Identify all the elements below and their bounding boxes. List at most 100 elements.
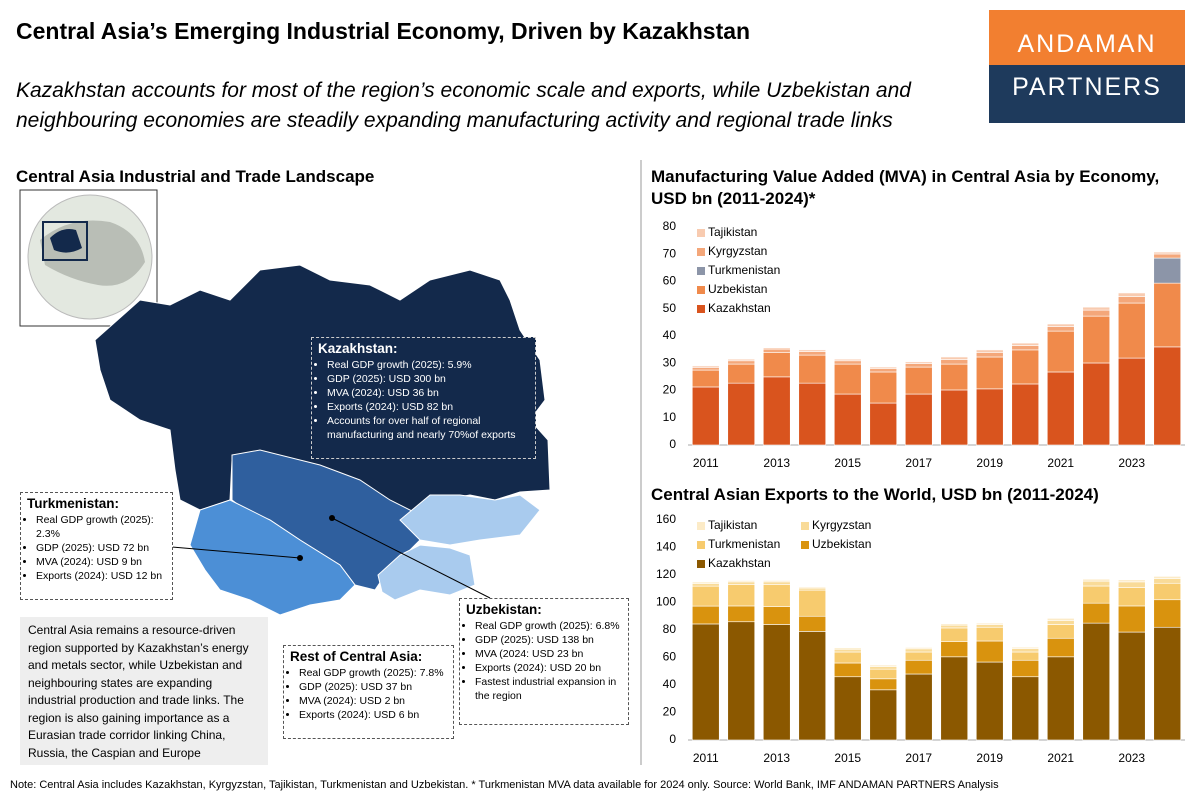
bar-segment: [833, 360, 862, 365]
x-tick-label: 2011: [693, 751, 719, 765]
bar-segment: [1117, 302, 1146, 359]
callout-item: Exports (2024): USD 82 bn: [327, 400, 529, 414]
bar-segment: [869, 678, 898, 691]
x-tick-label: 2015: [834, 751, 861, 765]
bar-segment: [1117, 357, 1146, 446]
y-tick-label: 20: [663, 383, 677, 397]
footnote: Note: Central Asia includes Kazakhstan, …: [10, 779, 999, 791]
bar-segment: [1046, 624, 1075, 639]
bar-segment: [691, 367, 720, 371]
callout-title: Kazakhstan:: [318, 341, 398, 356]
legend-label: Turkmenistan: [708, 263, 780, 277]
y-tick-label: 20: [663, 705, 677, 719]
legend-swatch: [697, 560, 705, 568]
bar-segment: [975, 626, 1004, 642]
bar-segment: [691, 605, 720, 625]
y-tick-label: 160: [656, 512, 676, 526]
bar-segment: [1082, 309, 1111, 317]
bar-segment: [869, 368, 898, 373]
note-box: Central Asia remains a resource-driven r…: [20, 617, 268, 765]
callout: Kazakhstan: Real GDP growth (2025): 5.9%G…: [311, 337, 536, 459]
bar-segment: [798, 349, 827, 352]
legend-label: Kazakhstan: [708, 556, 771, 570]
x-tick-label: 2021: [1047, 751, 1074, 765]
x-tick-label: 2013: [763, 751, 790, 765]
bar-segment: [691, 581, 720, 584]
bar-segment: [1117, 292, 1146, 297]
bar-segment: [1011, 345, 1040, 351]
bar-segment: [1082, 622, 1111, 741]
bar-segment: [833, 393, 862, 446]
callout-title: Rest of Central Asia:: [290, 649, 423, 664]
legend-label: Uzbekistan: [812, 537, 871, 551]
map-turkmenistan: [189, 499, 356, 616]
bar-segment: [1082, 315, 1111, 364]
callout-item: Exports (2024): USD 20 bn: [475, 661, 622, 675]
bar-segment: [1153, 582, 1182, 601]
bar-segment: [833, 647, 862, 650]
callout-item: Real GDP growth (2025): 2.3%: [36, 513, 166, 541]
legend-swatch: [801, 522, 809, 530]
callout-list: Real GDP growth (2025): 7.8%GDP (2025): …: [290, 666, 447, 722]
bar-segment: [798, 631, 827, 741]
bar-segment: [1011, 648, 1040, 653]
x-tick-label: 2017: [905, 751, 932, 765]
bar-segment: [869, 668, 898, 680]
legend-swatch: [697, 267, 705, 275]
y-tick-label: 30: [663, 355, 677, 369]
y-tick-label: 120: [656, 567, 676, 581]
bar-segment: [1046, 330, 1075, 373]
callout-item: MVA (2024): USD 2 bn: [299, 694, 447, 708]
bar-segment: [833, 358, 862, 362]
callout-item: GDP (2025): USD 300 bn: [327, 372, 529, 386]
legend-swatch: [801, 541, 809, 549]
bar-segment: [1046, 618, 1075, 621]
bar-segment: [940, 623, 969, 626]
callout-title: Uzbekistan:: [466, 602, 542, 617]
bar-segment: [762, 348, 791, 353]
bar-segment: [1082, 578, 1111, 582]
bar-segment: [1117, 605, 1146, 633]
chart-title: Manufacturing Value Added (MVA) in Centr…: [651, 167, 1160, 208]
bar-segment: [691, 585, 720, 607]
bar-segment: [762, 352, 791, 378]
callout-dot: [297, 555, 303, 561]
bar-segment: [869, 689, 898, 741]
x-tick-label: 2011: [693, 456, 719, 470]
bar-segment: [869, 664, 898, 667]
x-tick-label: 2013: [763, 456, 790, 470]
bar-segment: [1117, 631, 1146, 741]
legend-label: Kyrgyzstan: [708, 244, 767, 258]
bar-segment: [727, 580, 756, 583]
bar-segment: [727, 358, 756, 362]
bar-segment: [727, 382, 756, 446]
bar-segment: [691, 623, 720, 741]
legend-swatch: [697, 522, 705, 530]
legend-label: Tajikistan: [708, 225, 757, 239]
callout-list: Real GDP growth (2025): 6.8%GDP (2025): …: [466, 619, 622, 703]
callout-item: Accounts for over half of regional manuf…: [327, 414, 529, 442]
bar-segment: [833, 648, 862, 653]
bar-segment: [1153, 626, 1182, 741]
bar-segment: [975, 640, 1004, 663]
bar-segment: [1082, 306, 1111, 311]
bar-segment: [940, 641, 969, 658]
callout-title: Turkmenistan:: [27, 496, 120, 511]
bar-segment: [940, 656, 969, 741]
y-tick-label: 140: [656, 540, 676, 554]
bar-segment: [762, 347, 791, 350]
bar-segment: [1046, 323, 1075, 327]
callout-list: Real GDP growth (2025): 2.3%GDP (2025): …: [27, 513, 166, 583]
bar-segment: [727, 605, 756, 623]
bar-segment: [1011, 383, 1040, 446]
bar-segment: [1153, 251, 1182, 255]
callout-item: Real GDP growth (2025): 6.8%: [475, 619, 622, 633]
bar-segment: [798, 586, 827, 589]
callout: Turkmenistan: Real GDP growth (2025): 2.3…: [20, 492, 173, 600]
bar-segment: [1046, 371, 1075, 446]
y-tick-label: 0: [669, 732, 676, 746]
callout-item: Exports (2024): USD 12 bn: [36, 569, 166, 583]
bar-segment: [975, 349, 1004, 353]
callout-line: [171, 546, 301, 559]
bar-segment: [798, 587, 827, 591]
